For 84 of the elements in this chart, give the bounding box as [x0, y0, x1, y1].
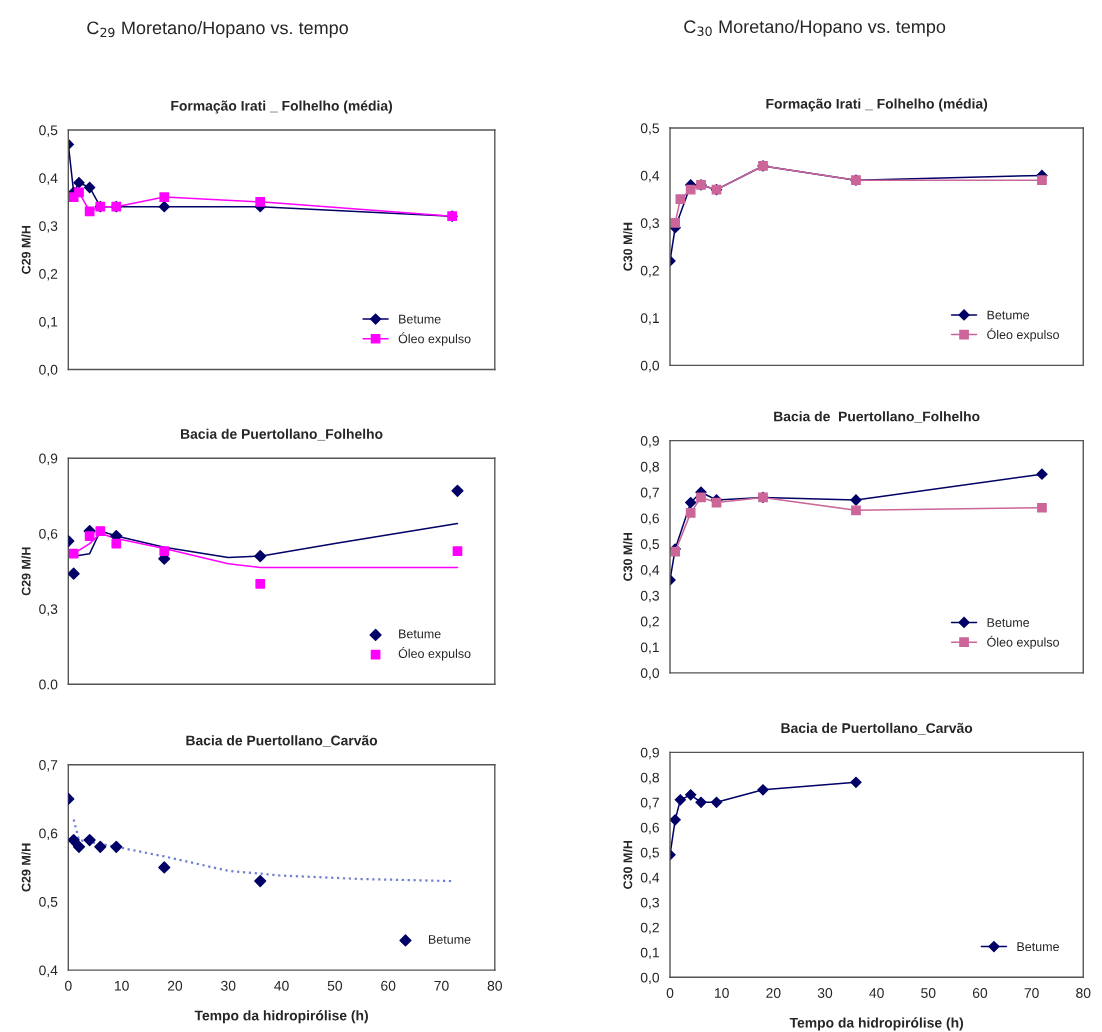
y-tick-label: 0,6 [640, 822, 659, 835]
y-tick-label: 0,2 [39, 269, 58, 281]
legend-label: Óleo expulso [987, 328, 1059, 342]
x-axis-title: Tempo da hidropirólise (h) [789, 1017, 964, 1031]
y-axis-title: C30 M/H [623, 532, 633, 581]
x-tick-label: 50 [327, 980, 343, 991]
legend-label: Betume [399, 629, 441, 639]
x-tick-label: 20 [167, 980, 183, 991]
y-tick-label: 0,4 [640, 565, 660, 577]
y-tick-label: 0,5 [39, 125, 58, 137]
legend-label: Betume [987, 310, 1030, 320]
y-axis-title: C30 M/H [623, 841, 633, 889]
x-tick-label: 0 [666, 988, 674, 998]
y-axis-title: C30 M/H [623, 222, 633, 271]
legend-label: Óleo expulso [987, 635, 1059, 650]
x-tick-label: 20 [766, 988, 781, 998]
y-tick-label: 0,6 [640, 513, 659, 525]
y-tick-label: 0,7 [640, 797, 659, 810]
y-tick-label: 0,7 [39, 760, 58, 772]
y-tick-label: 0,1 [640, 313, 659, 325]
x-tick-label: 30 [817, 988, 833, 998]
legend-label: Óleo expulso [398, 647, 471, 661]
y-tick-label: 0,4 [39, 965, 58, 977]
y-tick-label: 0,0 [640, 668, 660, 680]
chart-title: Bacia de Puertollano_Carvão [186, 735, 378, 747]
y-tick-label: 0,0 [640, 972, 660, 985]
y-tick-label: 0,6 [39, 528, 58, 541]
y-tick-label: 0,9 [39, 453, 58, 466]
y-tick-label: 0,1 [640, 642, 659, 654]
y-tick-label: 0,4 [39, 173, 58, 185]
y-tick-label: 0,5 [640, 539, 660, 551]
y-tick-label: 0,8 [640, 461, 659, 474]
x-tick-label: 70 [1024, 988, 1039, 998]
y-tick-label: 0,1 [640, 947, 659, 960]
y-tick-label: 0,4 [640, 872, 660, 885]
legend-label: Betume [429, 935, 471, 944]
y-tick-label: 0,9 [640, 747, 659, 760]
chart-title: Bacia de Puertollano_Folhelho [181, 428, 383, 441]
x-tick-label: 30 [221, 980, 236, 991]
y-tick-label: 0,2 [640, 922, 659, 935]
y-axis-title: C29 M/H [21, 547, 31, 596]
x-tick-label: 10 [114, 980, 129, 991]
y-tick-label: 0,3 [640, 218, 659, 230]
y-tick-label: 0,3 [640, 590, 659, 603]
y-tick-label: 0,5 [39, 896, 58, 909]
y-tick-label: 0,2 [640, 616, 659, 629]
chart-title: Formação Irati _ Folhelho (média) [171, 100, 393, 114]
y-axis-title: C29 M/H [21, 225, 31, 274]
x-tick-label: 40 [274, 980, 289, 991]
legend-label: Óleo expulso [398, 332, 471, 346]
y-axis-title: C29 M/H [21, 843, 31, 892]
text: C$_{30}$ Moretano/Hopano vs. tempo [684, 19, 946, 37]
y-tick-label: 0,0 [640, 360, 660, 373]
x-tick-label: 10 [715, 988, 729, 998]
y-tick-label: 0,1 [39, 316, 58, 329]
y-tick-label: 0,2 [640, 265, 659, 278]
y-tick-label: 0,3 [39, 604, 58, 616]
x-tick-label: 70 [434, 980, 449, 991]
x-tick-label: 50 [921, 988, 936, 998]
legend-label: Betume [399, 314, 441, 324]
y-tick-label: 0,5 [640, 847, 660, 860]
x-tick-label: 60 [381, 980, 396, 991]
y-tick-label: 0,0 [39, 364, 58, 377]
y-tick-label: 0,3 [39, 221, 58, 233]
y-tick-label: 0,4 [640, 170, 660, 183]
legend-label: Betume [1017, 942, 1059, 952]
x-tick-label: 80 [1076, 988, 1091, 998]
y-tick-label: 0,7 [640, 487, 659, 500]
x-axis-title: Tempo da hidropirólise (h) [194, 1010, 368, 1024]
chart-title: Formação Irati _ Folhelho (média) [766, 98, 988, 112]
chart-title: Bacia de Puertollano_Carvão [781, 722, 973, 735]
text: C$_{29}$ Moretano/Hopano vs. tempo [87, 20, 348, 38]
y-tick-label: 0.0 [39, 679, 58, 690]
y-tick-label: 0,9 [640, 436, 659, 448]
y-tick-label: 0,8 [640, 772, 659, 785]
chart-title: Bacia de Puertollano_Folhelho [774, 411, 980, 423]
x-tick-label: 80 [487, 980, 502, 991]
y-tick-label: 0,6 [39, 828, 58, 840]
x-tick-label: 0 [65, 980, 72, 991]
legend-label: Betume [987, 618, 1030, 627]
y-tick-label: 0,5 [640, 123, 660, 135]
x-tick-label: 60 [972, 988, 988, 998]
y-tick-label: 0,3 [640, 897, 659, 910]
x-tick-label: 40 [869, 988, 884, 998]
